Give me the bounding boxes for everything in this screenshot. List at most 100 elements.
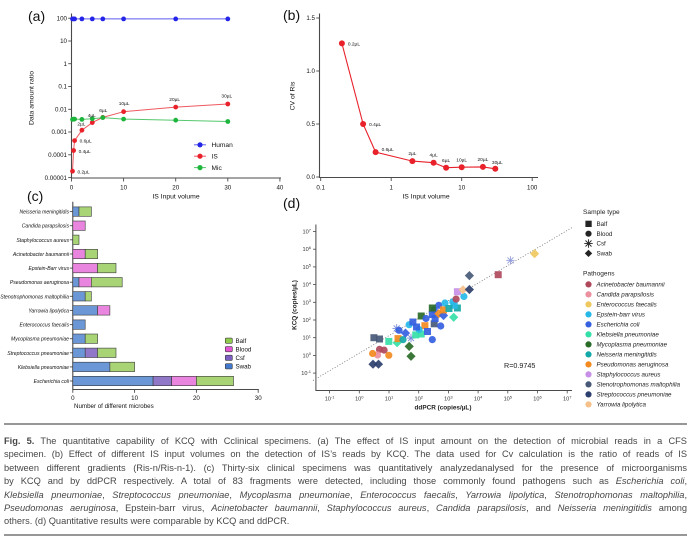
svg-text:(b): (b)	[283, 7, 300, 23]
svg-text:Neisseria meningitidis: Neisseria meningitidis	[19, 210, 69, 216]
svg-text:Klebsiella pneumoniae: Klebsiella pneumoniae	[597, 332, 660, 339]
svg-text:Enterococcus faecalis: Enterococcus faecalis	[597, 302, 657, 309]
svg-text:100: 100	[303, 351, 312, 359]
svg-text:Human: Human	[212, 142, 234, 149]
svg-text:Candida parapsilosis: Candida parapsilosis	[22, 224, 70, 230]
svg-text:20: 20	[172, 185, 179, 192]
svg-text:101: 101	[303, 334, 312, 342]
svg-text:102: 102	[414, 394, 423, 402]
svg-text:Balf: Balf	[597, 221, 608, 228]
svg-text:0: 0	[70, 185, 74, 192]
svg-text:Enterococcus faecalis: Enterococcus faecalis	[19, 323, 69, 329]
svg-text:IS: IS	[212, 154, 219, 161]
svg-text:10-1: 10-1	[325, 394, 336, 402]
svg-text:Yarrowia lipolytica: Yarrowia lipolytica	[28, 308, 69, 314]
svg-text:Number of different microbes: Number of different microbes	[74, 403, 154, 410]
svg-text:Swab: Swab	[597, 251, 613, 258]
svg-text:1: 1	[64, 61, 68, 68]
svg-text:0.0: 0.0	[306, 174, 315, 181]
svg-text:20µL: 20µL	[169, 97, 180, 103]
svg-text:0.6µL: 0.6µL	[80, 139, 92, 145]
svg-text:ddPCR (copies/µL): ddPCR (copies/µL)	[415, 405, 472, 412]
svg-text:1.0: 1.0	[306, 68, 315, 75]
svg-text:100: 100	[355, 394, 364, 402]
svg-text:IS Input volume: IS Input volume	[152, 194, 199, 201]
svg-text:Mycoplasma pneumoniae: Mycoplasma pneumoniae	[11, 337, 69, 343]
svg-text:10: 10	[131, 395, 138, 402]
svg-text:40: 40	[276, 185, 283, 192]
svg-text:10-1: 10-1	[301, 369, 312, 377]
svg-text:103: 103	[303, 298, 312, 306]
svg-text:Epstein-Barr virus: Epstein-Barr virus	[29, 266, 70, 272]
svg-text:0.01: 0.01	[55, 107, 68, 114]
svg-text:6µL: 6µL	[99, 108, 107, 114]
svg-text:0.1: 0.1	[58, 84, 67, 91]
svg-text:Staphylococcus aureus: Staphylococcus aureus	[597, 372, 661, 379]
svg-text:Stenotrophomonas maltophilia: Stenotrophomonas maltophilia	[597, 382, 681, 389]
svg-text:Neisseria meningitidis: Neisseria meningitidis	[597, 352, 657, 359]
svg-text:Acinetobacter baumannii: Acinetobacter baumannii	[12, 252, 70, 258]
svg-text:30µL: 30µL	[492, 160, 503, 166]
svg-text:Staphylococcus aureus: Staphylococcus aureus	[16, 238, 69, 244]
svg-text:(d): (d)	[283, 195, 300, 211]
svg-text:103: 103	[444, 394, 453, 402]
svg-text:0.6µL: 0.6µL	[382, 147, 394, 153]
svg-text:Acinetobacter baumannii: Acinetobacter baumannii	[596, 282, 666, 289]
svg-text:Pseudomonas aeruginosa: Pseudomonas aeruginosa	[10, 280, 69, 286]
svg-text:(a): (a)	[28, 8, 45, 24]
svg-text:107: 107	[563, 394, 572, 402]
svg-text:0.2µL: 0.2µL	[348, 41, 360, 47]
svg-text:106: 106	[533, 394, 542, 402]
svg-text:Pathogens: Pathogens	[583, 271, 615, 278]
svg-text:102: 102	[303, 316, 312, 324]
svg-text:Stenotrophomonas maltophilia: Stenotrophomonas maltophilia	[0, 294, 69, 300]
svg-text:2µL: 2µL	[77, 122, 85, 128]
svg-text:0.001: 0.001	[52, 129, 68, 136]
svg-text:100: 100	[57, 15, 68, 22]
svg-text:Escherichia coli: Escherichia coli	[597, 322, 641, 329]
svg-text:0.2µL: 0.2µL	[78, 170, 90, 176]
svg-text:2µL: 2µL	[408, 151, 416, 157]
svg-text:Csf: Csf	[236, 355, 246, 362]
svg-text:0: 0	[71, 395, 75, 402]
svg-text:0.5: 0.5	[306, 121, 315, 128]
svg-text:KCQ (copies/µL): KCQ (copies/µL)	[292, 280, 299, 330]
svg-text:Candida parapsilosis: Candida parapsilosis	[597, 292, 654, 299]
svg-text:R=0.9745: R=0.9745	[504, 361, 535, 370]
svg-text:CV of Ris: CV of Ris	[290, 81, 297, 110]
svg-text:1: 1	[389, 185, 393, 192]
svg-text:107: 107	[303, 227, 312, 235]
svg-text:Epstein-barr virus: Epstein-barr virus	[597, 312, 646, 319]
svg-text:IS Input volume: IS Input volume	[402, 194, 449, 201]
svg-text:Mycoplasma pneumoniae: Mycoplasma pneumoniae	[597, 342, 668, 349]
svg-text:Blood: Blood	[597, 231, 613, 238]
svg-text:105: 105	[303, 263, 312, 271]
svg-text:0.00001: 0.00001	[45, 175, 68, 182]
svg-text:0.1: 0.1	[316, 185, 325, 192]
svg-text:4µL: 4µL	[88, 113, 96, 119]
svg-text:0.0001: 0.0001	[48, 152, 67, 159]
svg-text:Mic: Mic	[212, 165, 223, 172]
svg-text:30: 30	[224, 185, 231, 192]
svg-text:10: 10	[458, 185, 465, 192]
svg-text:10: 10	[60, 38, 67, 45]
svg-text:Blood: Blood	[236, 346, 252, 353]
svg-text:Csf: Csf	[597, 241, 607, 248]
svg-text:10µL: 10µL	[456, 158, 467, 164]
svg-text:20µL: 20µL	[478, 157, 489, 163]
svg-text:104: 104	[303, 280, 312, 288]
svg-text:30: 30	[255, 395, 262, 402]
svg-text:20: 20	[193, 395, 200, 402]
svg-text:106: 106	[303, 245, 312, 253]
svg-text:10µL: 10µL	[119, 101, 130, 107]
svg-text:Swab: Swab	[236, 364, 252, 371]
svg-text:105: 105	[504, 394, 513, 402]
svg-text:101: 101	[385, 394, 394, 402]
svg-text:(c): (c)	[27, 188, 43, 204]
svg-text:4µL: 4µL	[430, 153, 438, 159]
svg-text:Yarrowia lipolytica: Yarrowia lipolytica	[597, 402, 647, 409]
svg-text:Streptococcus pneumoniae: Streptococcus pneumoniae	[597, 392, 673, 399]
svg-text:0.4µL: 0.4µL	[369, 122, 381, 128]
svg-text:Escherichia coli: Escherichia coli	[34, 379, 70, 385]
svg-text:6µL: 6µL	[442, 158, 450, 164]
